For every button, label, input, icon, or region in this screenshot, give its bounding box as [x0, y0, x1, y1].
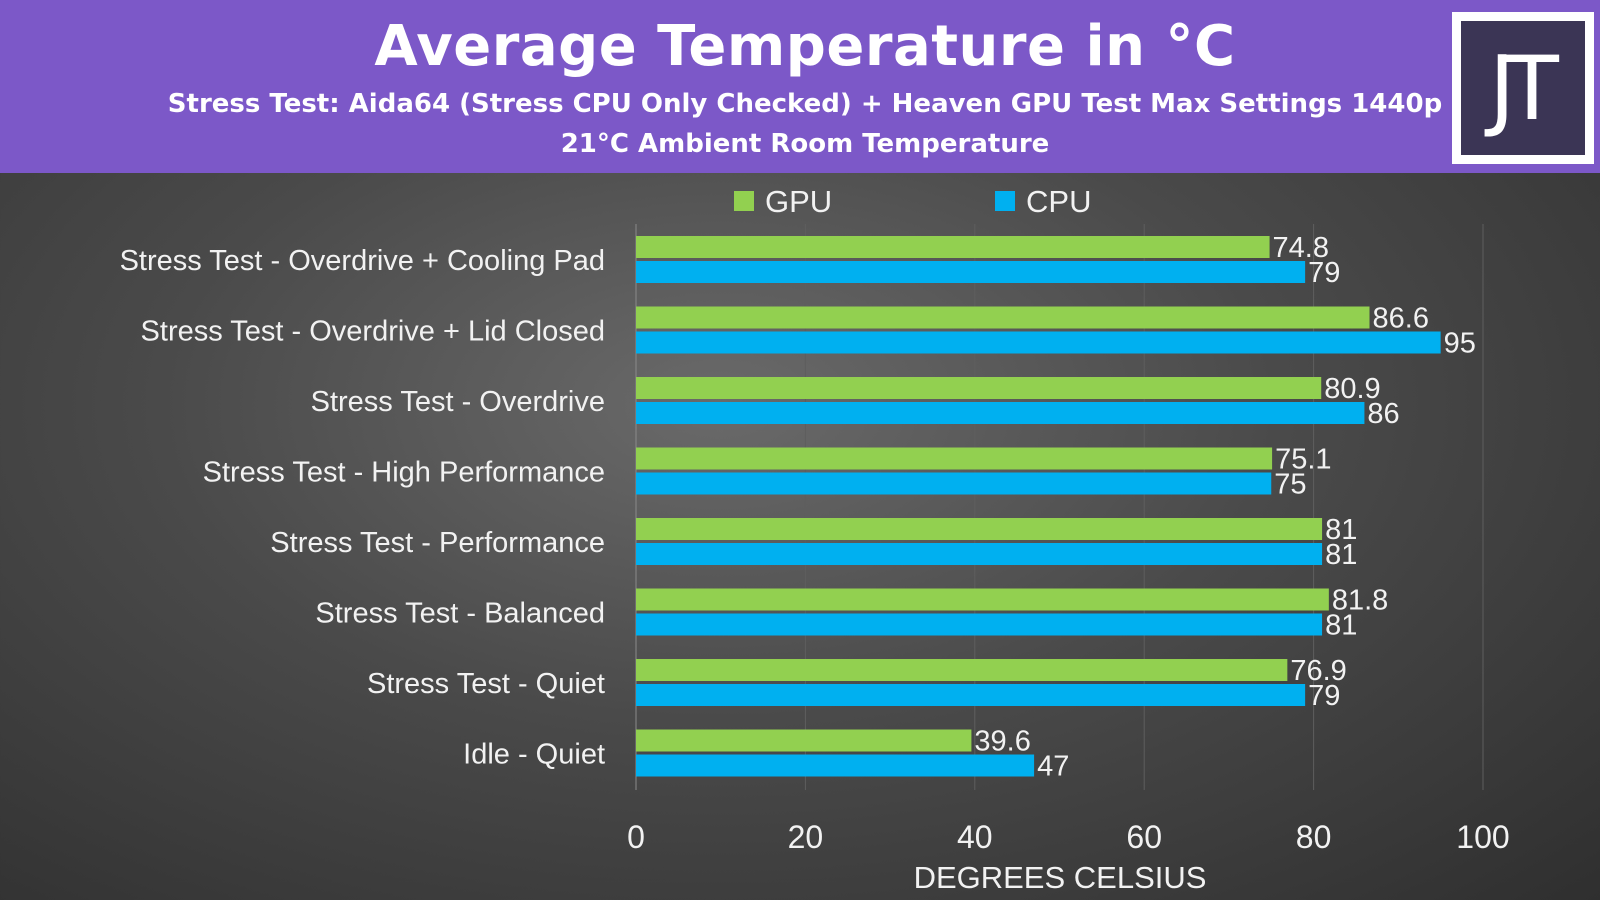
cpu-bar: [636, 331, 1441, 354]
gpu-data-label: 80.9: [1324, 373, 1380, 405]
cpu-data-label: 81: [1325, 610, 1357, 642]
x-tick-label: 80: [1296, 819, 1332, 855]
chart-title: Average Temperature in °C: [374, 14, 1236, 79]
logo-badge: JT: [1461, 21, 1585, 155]
gpu-data-label: 74.8: [1273, 232, 1329, 264]
cpu-data-label: 79: [1308, 257, 1340, 289]
gpu-data-label: 39.6: [974, 726, 1030, 758]
logo-text: JT: [1489, 36, 1559, 140]
channel-logo: JT: [1452, 12, 1594, 164]
category-label: Stress Test - Quiet: [367, 668, 605, 700]
legend-label-cpu: CPU: [1026, 184, 1091, 219]
gpu-bar: [636, 518, 1323, 540]
x-tick-label: 40: [957, 819, 993, 855]
category-label: Stress Test - Performance: [270, 527, 605, 559]
gpu-bar: [636, 588, 1329, 611]
cpu-bar: [636, 543, 1323, 565]
cpu-bar: [636, 613, 1323, 636]
cpu-data-label: 95: [1444, 328, 1476, 360]
category-label: Stress Test - Overdrive + Cooling Pad: [120, 245, 605, 277]
x-tick-label: 60: [1126, 819, 1162, 855]
cpu-bar: [636, 684, 1306, 706]
gpu-data-label: 76.9: [1290, 655, 1346, 687]
category-label: Stress Test - Overdrive: [311, 386, 605, 418]
gpu-data-label: 81: [1325, 514, 1357, 546]
cpu-data-label: 81: [1325, 539, 1357, 571]
cpu-data-label: 79: [1308, 680, 1340, 712]
legend-label-gpu: GPU: [765, 184, 832, 219]
cpu-bar: [636, 402, 1365, 424]
x-tick-label: 0: [627, 819, 645, 855]
gpu-bar: [636, 729, 972, 752]
gpu-bar: [636, 236, 1270, 258]
cpu-data-label: 75: [1274, 469, 1306, 501]
x-tick-label: 100: [1456, 819, 1509, 855]
x-axis-title: DEGREES CELSIUS: [914, 860, 1207, 895]
legend-swatch-gpu: [734, 191, 754, 211]
category-label: Stress Test - Overdrive + Lid Closed: [141, 316, 605, 348]
chart-subtitle-test: Stress Test: Aida64 (Stress CPU Only Che…: [167, 89, 1443, 119]
gpu-bar: [636, 377, 1322, 399]
gpu-data-label: 81.8: [1332, 585, 1388, 617]
gpu-bar: [636, 447, 1273, 470]
cpu-bar: [636, 472, 1272, 495]
gpu-data-label: 86.6: [1373, 303, 1429, 335]
cpu-data-label: 86: [1367, 398, 1399, 430]
gpu-data-label: 75.1: [1275, 444, 1331, 476]
cpu-data-label: 47: [1037, 751, 1069, 783]
gpu-bar: [636, 659, 1288, 681]
chart-subtitle-ambient: 21°C Ambient Room Temperature: [560, 129, 1050, 159]
category-label: Stress Test - Balanced: [315, 598, 605, 630]
cpu-bar: [636, 261, 1306, 283]
cpu-bar: [636, 754, 1035, 777]
title-banner: Average Temperature in °C Stress Test: A…: [0, 0, 1600, 173]
category-label: Idle - Quiet: [463, 739, 605, 771]
legend-swatch-cpu: [995, 191, 1015, 211]
category-label: Stress Test - High Performance: [203, 457, 605, 489]
gpu-bar: [636, 306, 1370, 329]
x-tick-label: 20: [788, 819, 824, 855]
